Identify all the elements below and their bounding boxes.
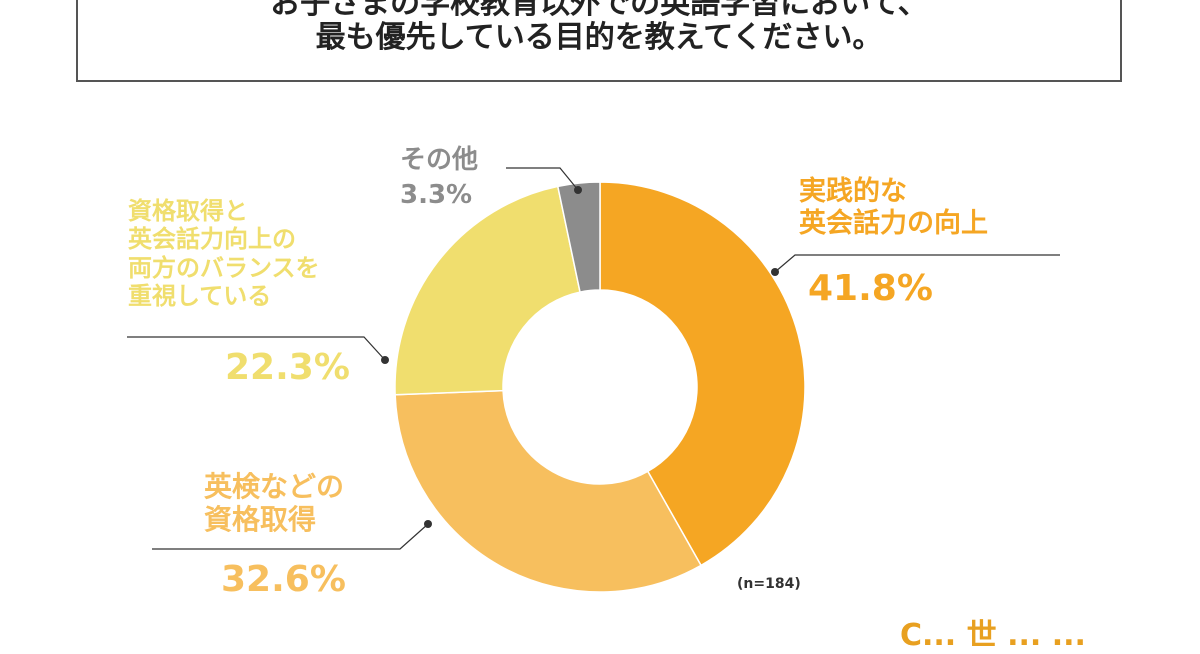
slice-label-line: 英会話力の向上 (799, 207, 988, 239)
slice-label-line: その他 (400, 145, 479, 175)
slice-label-other: その他 (400, 145, 478, 176)
slice-label-line: 実践的な (799, 176, 907, 207)
donut-slice-other (556, 181, 601, 293)
slice-value-practical: 41.8% (808, 268, 933, 309)
brand-logo-text: C... 世 ... ... (900, 618, 1086, 653)
donut-chart (127, 167, 1060, 593)
title-box: お子さまの学校教育以外での英語学習において、 最も優先している目的を教えてくださ… (76, 0, 1122, 82)
leader-dot-balance (381, 356, 389, 364)
slice-value-balance: 22.3% (225, 347, 350, 388)
sample-size-note: (n=184) (737, 576, 801, 592)
slice-value-exam: 32.6% (221, 559, 346, 600)
donut-slice-balance (394, 185, 581, 396)
title-line-2: 最も優先している目的を教えてください。 (315, 20, 883, 55)
leader-dot-practical (771, 268, 779, 276)
slice-label-line: 資格取得 (204, 503, 317, 537)
slice-value-other: 3.3% (400, 180, 473, 210)
donut-slice-practical (599, 181, 806, 567)
slice-label-exam: 英検などの 資格取得 (204, 470, 344, 536)
slice-label-balance: 資格取得と 英会話力向上の 両方のバランスを 重視している (128, 197, 320, 310)
slice-label-line: 英検などの (204, 470, 345, 503)
slice-label-line: 資格取得と (128, 197, 248, 225)
title-line-1: お子さまの学校教育以外での英語学習において、 (270, 0, 928, 21)
leader-dot-exam (424, 520, 432, 528)
donut-slice-exam (394, 389, 703, 593)
slice-label-line: 両方のバランスを (128, 253, 320, 282)
leader-dot-other (574, 186, 582, 194)
leader-line-other (506, 167, 579, 191)
leader-line-exam (152, 523, 429, 550)
slice-label-line: 英会話力向上の (128, 225, 296, 254)
slice-label-line: 重視している (128, 281, 272, 310)
leader-line-practical (774, 254, 1060, 273)
leader-line-balance (127, 336, 386, 361)
slice-label-practical: 実践的な 英会話力の向上 (799, 176, 988, 240)
